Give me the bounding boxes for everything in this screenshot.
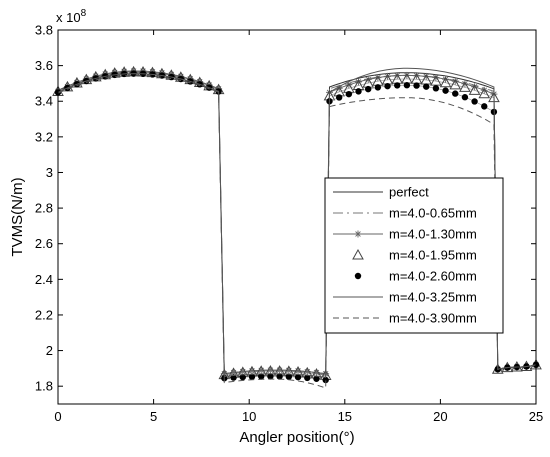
legend-label: m=4.0-2.60mm xyxy=(389,269,477,284)
x-tick-label: 10 xyxy=(242,409,256,424)
marker-asterisk xyxy=(354,230,362,238)
legend-entry: m=4.0-0.65mm xyxy=(333,206,477,221)
marker-dot xyxy=(248,373,256,380)
legend-label: m=4.0-0.65mm xyxy=(389,206,477,221)
marker-dot xyxy=(354,272,362,280)
y-axis-title: TVMS(N/m) xyxy=(9,177,26,256)
marker-triangle xyxy=(352,248,364,260)
marker-asterisk-stroke xyxy=(355,231,361,237)
marker-dot xyxy=(294,373,302,381)
marker-dot xyxy=(374,84,382,91)
legend-entry: m=4.0-1.95mm xyxy=(352,248,477,263)
marker-dot xyxy=(442,87,449,94)
legend-entry: m=4.0-1.30mm xyxy=(333,227,477,242)
series-7 xyxy=(57,74,537,389)
marker-dot xyxy=(471,98,478,105)
marker-dot xyxy=(452,90,459,97)
marker-dot xyxy=(257,373,265,380)
marker-triangle xyxy=(439,76,452,88)
marker-dot xyxy=(276,373,283,380)
marker-dot xyxy=(403,82,411,89)
y-tick-label: 3.8 xyxy=(35,23,53,38)
y-axis-multiplier-base: x 10 xyxy=(56,10,81,25)
marker-dot xyxy=(394,82,401,89)
marker-dot xyxy=(345,90,353,98)
legend-entry: perfect xyxy=(333,185,429,200)
axes-layer xyxy=(57,29,537,405)
y-tick-label: 1.8 xyxy=(35,379,53,394)
y-tick-label: 2.6 xyxy=(35,236,53,251)
marker-dot xyxy=(461,94,469,101)
x-axis-title: Angler position(°) xyxy=(239,429,354,446)
y-tick-label: 3 xyxy=(46,165,53,180)
y-axis-multiplier-exponent: 8 xyxy=(81,8,87,19)
y-tick-label: 2 xyxy=(46,343,53,358)
x-tick-label: 25 xyxy=(529,409,543,424)
ticks-layer: 0 5 10 15 20 25 1.8 2 2.2 2.4 2.6 2.8 3 3.2 3.4 3.6 3.8 xyxy=(35,23,543,425)
marker-triangle xyxy=(468,84,481,95)
legend-label: m=4.0-3.25mm xyxy=(389,290,477,305)
marker-dot xyxy=(432,85,440,92)
marker-dot xyxy=(384,82,391,90)
marker-dot xyxy=(267,373,274,380)
marker-dot xyxy=(322,376,329,384)
marker-dot xyxy=(364,85,372,93)
y-tick-label: 3.4 xyxy=(35,94,53,109)
y-tick-label: 2.8 xyxy=(35,201,53,216)
x-tick-label: 15 xyxy=(338,409,352,424)
x-tick-label: 5 xyxy=(150,409,157,424)
y-tick-label: 3.2 xyxy=(35,129,53,144)
y-tick-label: 3.6 xyxy=(35,58,53,73)
legend-entry: m=4.0-3.25mm xyxy=(333,290,477,305)
marker-dot xyxy=(313,375,320,382)
marker-dot xyxy=(481,103,488,110)
y-axis-multiplier: x 108 xyxy=(56,8,87,25)
legend-label: perfect xyxy=(389,185,429,200)
legend-label: m=4.0-1.95mm xyxy=(389,248,477,263)
legend-entry: m=4.0-3.90mm xyxy=(333,311,477,326)
plot-area-frame xyxy=(57,29,537,405)
legend-label: m=4.0-3.90mm xyxy=(389,311,477,326)
marker-dot xyxy=(413,82,420,89)
marker-dot xyxy=(304,374,311,382)
marker-asterisk-stroke xyxy=(313,369,320,376)
y-tick-label: 2.4 xyxy=(35,272,53,287)
marker-dot xyxy=(355,88,362,95)
marker-dot xyxy=(335,94,343,101)
legend: perfect m=4.0-0.65mm m=4.0-1.30mm m=4.0-1.9… xyxy=(324,177,504,334)
marker-dot xyxy=(239,373,246,381)
x-tick-label: 0 xyxy=(54,409,61,424)
marker-dot xyxy=(285,373,293,380)
marker-dot xyxy=(423,83,430,90)
marker-triangle xyxy=(478,87,491,99)
series-line xyxy=(57,74,537,389)
marker-triangle xyxy=(459,81,471,92)
x-tick-label: 20 xyxy=(433,409,447,424)
y-tick-label: 2.2 xyxy=(35,307,53,322)
marker-triangle xyxy=(449,78,462,90)
legend-label: m=4.0-1.30mm xyxy=(389,227,477,242)
legend-entry: m=4.0-2.60mm xyxy=(354,269,477,284)
